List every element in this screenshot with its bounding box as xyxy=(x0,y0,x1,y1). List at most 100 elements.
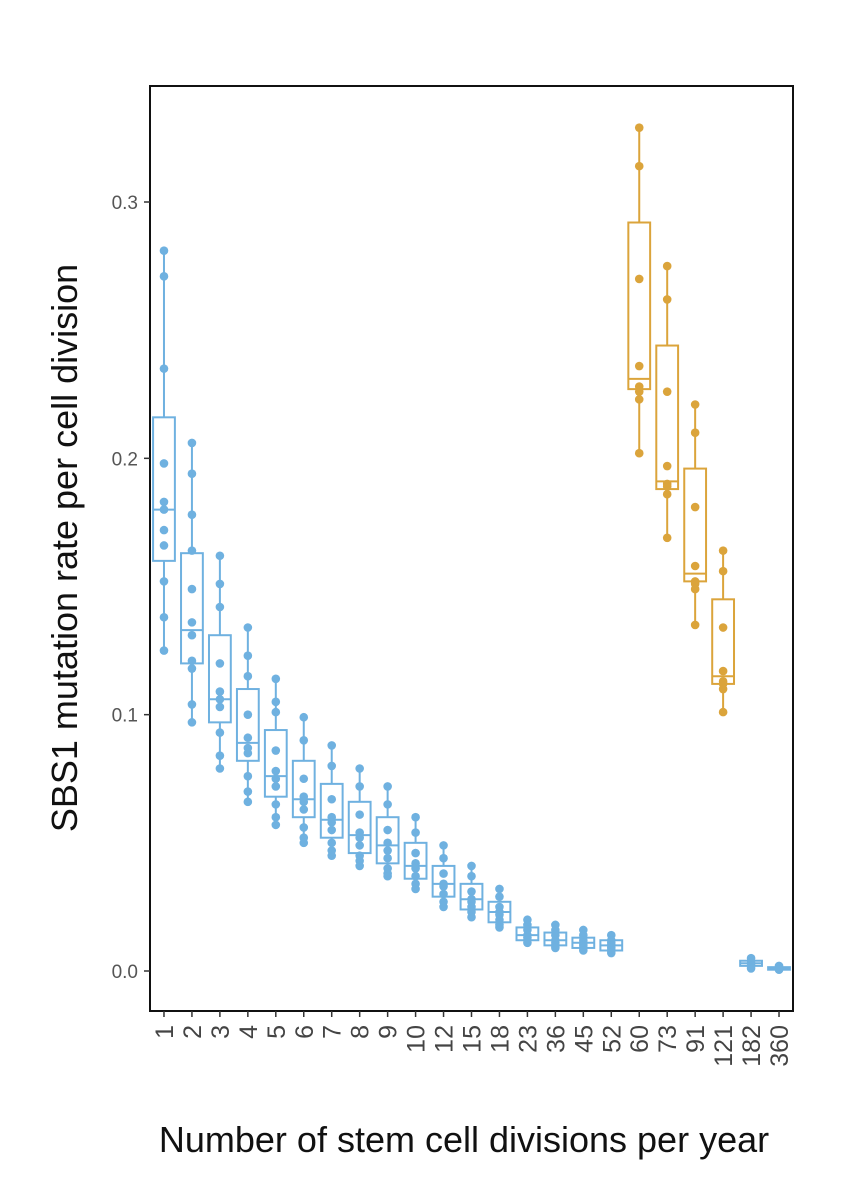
data-point xyxy=(634,274,644,284)
box-4 xyxy=(235,623,260,807)
data-point xyxy=(187,630,197,640)
data-point xyxy=(690,428,700,438)
data-point xyxy=(718,623,728,632)
data-point xyxy=(690,561,700,571)
data-point xyxy=(383,800,392,809)
data-point xyxy=(662,482,672,491)
x-tick-label: 45 xyxy=(570,1025,598,1053)
x-tick-label: 18 xyxy=(486,1025,514,1053)
box-iqr xyxy=(152,416,176,562)
box-6 xyxy=(291,712,316,848)
data-point xyxy=(467,887,476,896)
data-point xyxy=(718,707,728,717)
data-point xyxy=(383,782,392,791)
data-point xyxy=(634,395,644,404)
data-point xyxy=(383,853,392,863)
data-point xyxy=(355,861,364,871)
box-36 xyxy=(543,920,568,953)
data-point xyxy=(634,123,644,132)
data-point xyxy=(159,459,169,468)
data-point xyxy=(327,818,337,827)
data-point xyxy=(299,823,309,832)
box-5 xyxy=(263,674,288,830)
box-7 xyxy=(319,741,344,860)
box-60 xyxy=(627,123,652,458)
data-point xyxy=(634,387,644,396)
data-point xyxy=(187,656,197,666)
data-point xyxy=(187,469,197,479)
data-point xyxy=(690,620,700,630)
box-iqr xyxy=(235,688,260,762)
y-tick-label: 0.2 xyxy=(112,449,138,470)
data-point xyxy=(299,797,309,807)
data-point xyxy=(271,774,281,784)
data-point xyxy=(327,794,337,804)
data-point xyxy=(662,533,672,543)
data-point xyxy=(662,295,672,304)
x-tick-label: 3 xyxy=(207,1025,235,1039)
box-series xyxy=(152,123,791,975)
data-point xyxy=(327,851,337,860)
x-tick-label: 5 xyxy=(263,1025,291,1039)
data-point xyxy=(355,782,364,791)
data-point xyxy=(718,546,728,555)
data-point xyxy=(159,577,169,586)
box-iqr xyxy=(291,759,316,819)
box-iqr xyxy=(375,816,400,865)
box-15 xyxy=(459,861,484,922)
x-tick-label: 12 xyxy=(431,1025,459,1053)
data-point xyxy=(551,943,560,953)
data-point xyxy=(187,700,197,709)
data-point xyxy=(215,687,225,696)
data-point xyxy=(467,912,476,922)
data-point xyxy=(411,848,420,858)
data-point xyxy=(634,448,644,458)
data-point xyxy=(215,579,225,589)
data-point xyxy=(355,810,364,819)
box-2 xyxy=(180,438,204,727)
data-point xyxy=(187,546,197,555)
box-23 xyxy=(515,915,540,948)
box-121 xyxy=(711,546,736,717)
data-point xyxy=(271,697,281,707)
data-point xyxy=(215,602,225,612)
data-point xyxy=(634,361,644,371)
data-point xyxy=(187,718,197,727)
data-point xyxy=(215,764,225,773)
x-tick-label: 1 xyxy=(151,1025,179,1039)
x-tick-label: 360 xyxy=(766,1025,794,1067)
box-73 xyxy=(655,261,680,543)
data-point xyxy=(411,864,420,873)
data-point xyxy=(327,825,337,835)
data-point xyxy=(243,787,253,796)
data-point xyxy=(411,884,420,894)
box-10 xyxy=(403,812,428,894)
box-iqr xyxy=(207,634,232,724)
box-52 xyxy=(599,930,624,958)
x-tick-label: 9 xyxy=(375,1025,403,1039)
data-point xyxy=(271,812,281,822)
data-point xyxy=(662,261,672,271)
box-iqr xyxy=(319,782,344,839)
data-point xyxy=(606,948,616,958)
data-point xyxy=(383,846,392,855)
data-point xyxy=(159,272,169,281)
data-point xyxy=(690,584,700,594)
data-point xyxy=(159,364,169,373)
data-point xyxy=(355,833,364,843)
data-point xyxy=(383,825,392,835)
box-8 xyxy=(347,764,372,871)
y-tick-label: 0.1 xyxy=(112,706,138,727)
x-tick-label: 91 xyxy=(682,1025,710,1053)
data-point xyxy=(579,946,588,955)
x-tick-label: 8 xyxy=(347,1025,375,1039)
data-point xyxy=(662,461,672,471)
data-point xyxy=(159,646,169,655)
x-tick-label: 6 xyxy=(291,1025,319,1039)
data-point xyxy=(271,766,281,776)
x-tick-label: 15 xyxy=(459,1025,487,1053)
data-point xyxy=(439,841,448,850)
data-point xyxy=(467,861,476,871)
data-point xyxy=(495,884,504,894)
